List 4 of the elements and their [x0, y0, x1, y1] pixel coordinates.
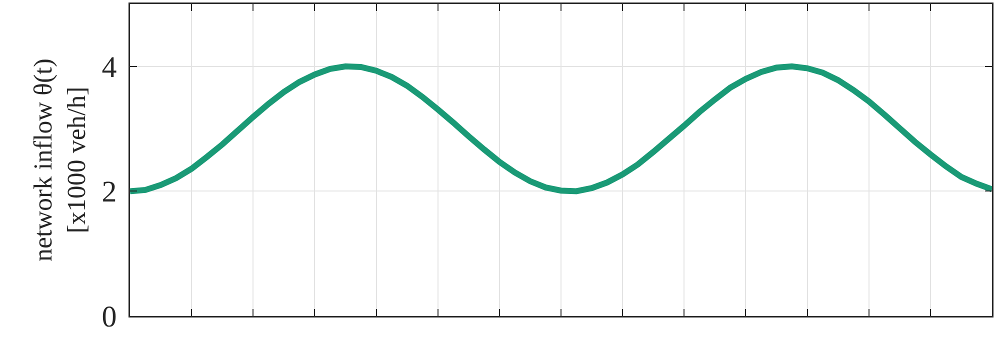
- y-axis-title: network inflow θ(t) [x1000 veh/h]: [28, 58, 92, 262]
- y-tick-label: 0: [102, 300, 117, 334]
- y-tick-label: 4: [102, 50, 117, 84]
- y-tick-label: 2: [102, 176, 117, 209]
